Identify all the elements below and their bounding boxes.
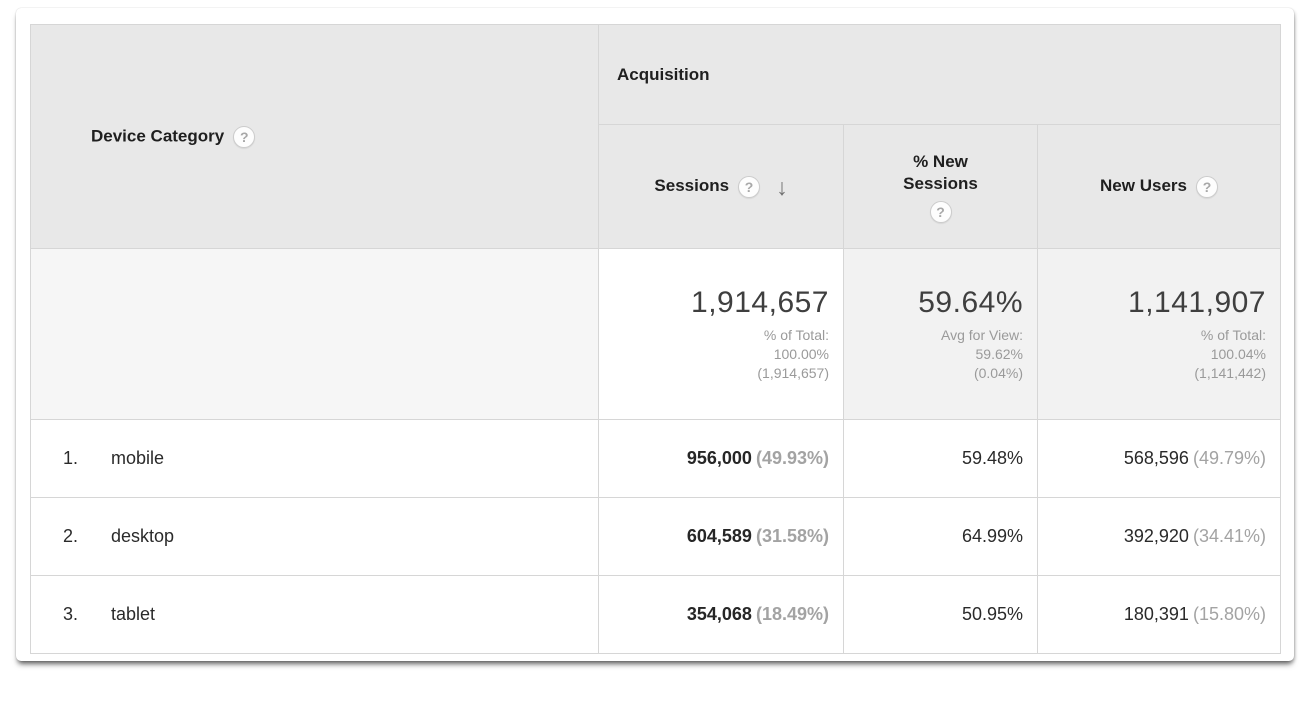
pct-new-sessions-total: 59.64% xyxy=(918,285,1023,319)
table-row-mobile[interactable]: 1. mobile 956,000 (49.93%) 59.48% 568,596(… xyxy=(30,419,1281,498)
sessions-cell: 354,068 (18.49%) xyxy=(598,575,844,654)
sessions-total-note: % of Total: 100.00% (1,914,657) xyxy=(757,326,829,381)
row-dimension-cell: 1. mobile xyxy=(30,419,599,498)
new-users-column-header[interactable]: New Users? xyxy=(1037,124,1281,249)
pct-new-sessions-total-note: Avg for View: 59.62% (0.04%) xyxy=(941,326,1023,381)
sort-descending-icon[interactable]: ↓ xyxy=(776,173,788,200)
sessions-cell: 956,000 (49.93%) xyxy=(598,419,844,498)
pct-new-sessions-cell: 59.48% xyxy=(843,419,1038,498)
row-index: 3. xyxy=(63,604,79,624)
device-category-column-header[interactable]: Device Category? xyxy=(30,24,599,249)
sessions-cell: 604,589 (31.58%) xyxy=(598,497,844,576)
help-icon[interactable]: ? xyxy=(233,125,256,148)
row-dimension-cell: 3. tablet xyxy=(30,575,599,654)
device-label[interactable]: mobile xyxy=(111,448,165,468)
row-index: 1. xyxy=(63,448,79,468)
metric-header-row: Sessions? ↓ % New Sessions ? New Users? xyxy=(31,124,1281,249)
sessions-label: Sessions xyxy=(654,176,730,196)
acquisition-group-header: Acquisition xyxy=(598,24,1281,125)
device-label[interactable]: desktop xyxy=(111,526,175,546)
pct-new-sessions-label: % New Sessions xyxy=(903,151,978,193)
summary-pct-new-sessions-cell: 59.64% Avg for View: 59.62% (0.04%) xyxy=(843,248,1038,420)
acquisition-table: Device Category? Acquisition Sessions? ↓ … xyxy=(30,24,1281,654)
new-users-total-note: % of Total: 100.04% (1,141,442) xyxy=(1194,326,1266,381)
new-users-total: 1,141,907 xyxy=(1128,285,1266,319)
summary-row: 1,914,657 % of Total: 100.00% (1,914,657… xyxy=(30,248,1281,420)
summary-dimension-cell xyxy=(30,248,599,420)
table-row-tablet[interactable]: 3. tablet 354,068 (18.49%) 50.95% 180,391(… xyxy=(30,575,1281,654)
new-users-cell: 568,596 (49.79%) xyxy=(1037,419,1281,498)
group-header-row: Device Category? Acquisition xyxy=(30,24,1281,249)
sessions-column-header[interactable]: Sessions? ↓ xyxy=(598,124,844,249)
pct-new-sessions-cell: 64.99% xyxy=(843,497,1038,576)
new-users-cell: 392,920 (34.41%) xyxy=(1037,497,1281,576)
report-card: Device Category? Acquisition Sessions? ↓ … xyxy=(16,8,1294,661)
summary-sessions-cell: 1,914,657 % of Total: 100.00% (1,914,657… xyxy=(598,248,844,420)
pct-new-sessions-column-header[interactable]: % New Sessions ? xyxy=(843,124,1038,249)
device-category-label: Device Category xyxy=(91,125,225,145)
help-icon[interactable]: ? xyxy=(738,175,761,198)
summary-new-users-cell: 1,141,907 % of Total: 100.04% (1,141,442… xyxy=(1037,248,1281,420)
row-index: 2. xyxy=(63,526,79,546)
help-icon[interactable]: ? xyxy=(1195,175,1218,198)
new-users-cell: 180,391 (15.80%) xyxy=(1037,575,1281,654)
sessions-total: 1,914,657 xyxy=(691,285,829,319)
table-row-desktop[interactable]: 2. desktop 604,589 (31.58%) 64.99% 392,920… xyxy=(30,497,1281,576)
pct-new-sessions-cell: 50.95% xyxy=(843,575,1038,654)
row-dimension-cell: 2. desktop xyxy=(30,497,599,576)
new-users-label: New Users xyxy=(1100,176,1187,196)
device-label[interactable]: tablet xyxy=(111,604,156,624)
help-icon[interactable]: ? xyxy=(929,200,952,223)
